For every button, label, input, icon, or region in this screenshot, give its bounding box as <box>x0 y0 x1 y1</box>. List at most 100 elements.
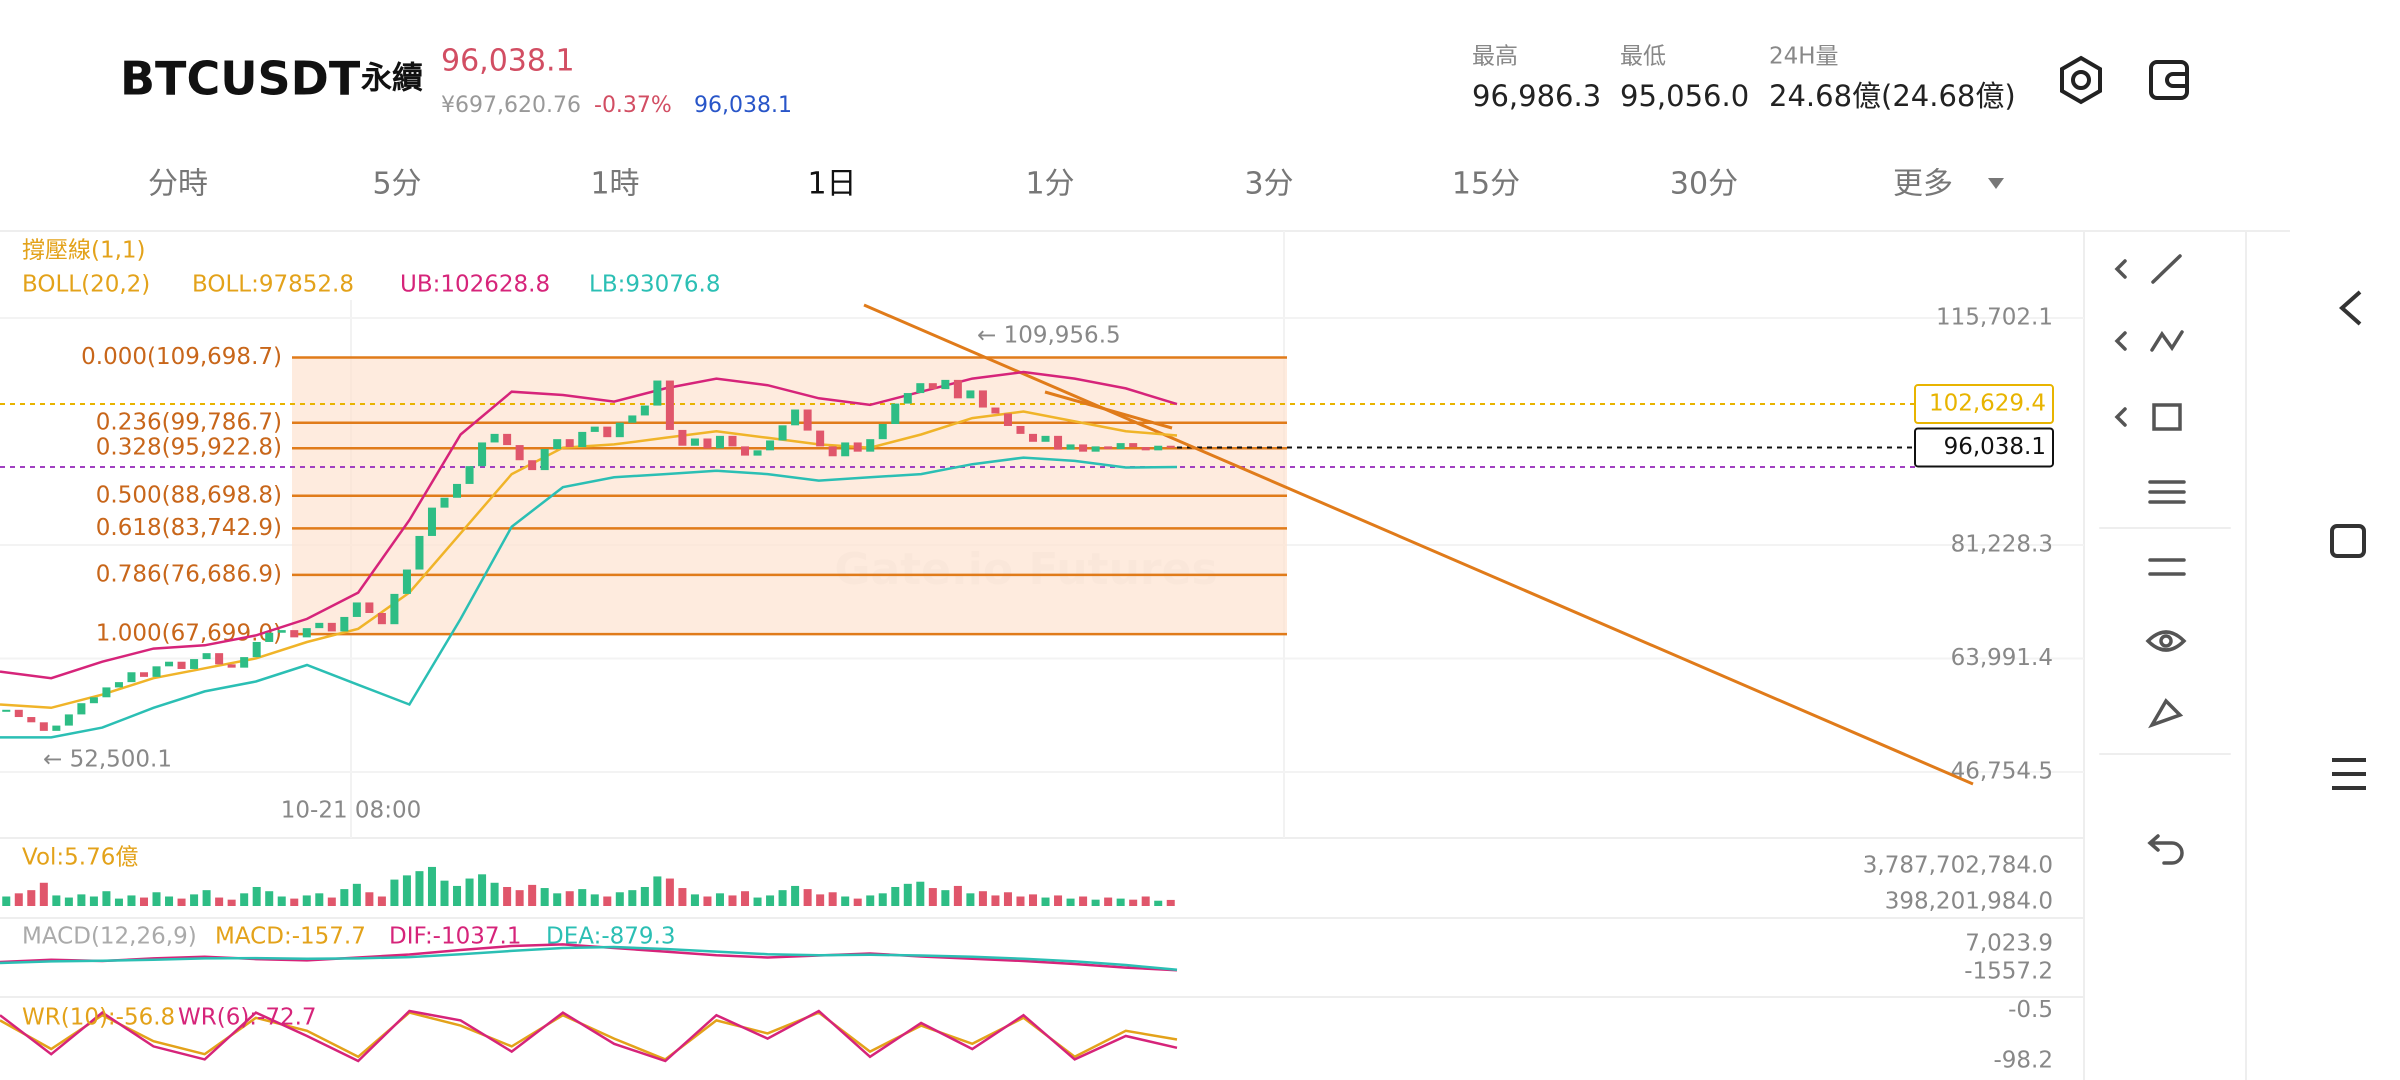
fib-label: 0.000(109,698.7) <box>81 344 282 370</box>
volume-bar <box>603 896 612 906</box>
timeframe-tab[interactable]: 15分 <box>1452 167 1520 202</box>
volume-bar <box>39 882 48 906</box>
undo-tool[interactable] <box>2147 834 2184 865</box>
dropdown-arrow[interactable] <box>1988 178 2004 189</box>
volume-bar <box>352 883 361 906</box>
volume-bar <box>139 897 149 906</box>
candle <box>77 703 86 715</box>
volume-bar <box>665 878 674 906</box>
volume-bar <box>690 894 699 906</box>
volume-bar <box>240 893 249 906</box>
stat-value: 24.68億(24.68億) <box>1769 79 2016 113</box>
volume-bar <box>89 896 98 906</box>
indicator-label: WR(6):-72.7 <box>178 1005 317 1031</box>
candle <box>465 466 474 484</box>
measure-tool[interactable] <box>2148 558 2186 576</box>
volume-bar <box>365 892 374 906</box>
home-button[interactable] <box>2330 524 2366 558</box>
stat-value: 95,056.0 <box>1620 79 1749 113</box>
candle <box>665 380 674 430</box>
volume-bar <box>515 890 524 906</box>
visibility-tool[interactable] <box>2145 630 2187 652</box>
polyline-tool[interactable] <box>2150 330 2184 352</box>
expand-arrows[interactable] <box>2114 259 2127 427</box>
timeframe-tab[interactable]: 3分 <box>1244 167 1293 202</box>
y-tick-label: 115,702.1 <box>1936 304 2053 330</box>
candle <box>490 433 499 443</box>
eraser-tool[interactable] <box>2148 698 2184 729</box>
candle <box>766 440 775 451</box>
wallet-icon[interactable] <box>2149 60 2189 100</box>
trend-line <box>1044 390 1173 430</box>
candle <box>478 442 487 467</box>
date-label: 10-21 08:00 <box>281 798 421 824</box>
static-layer: BTCUSDT 永續 96,038.1 ¥697,620.76 -0.37% 9… <box>0 44 2366 1080</box>
candle <box>440 497 449 508</box>
change-pct: -0.37% <box>594 93 672 118</box>
candle <box>277 630 286 633</box>
candle <box>916 383 925 394</box>
timeframe-tab[interactable]: 更多 <box>1893 167 1953 202</box>
candle <box>1141 447 1150 451</box>
volume-bar <box>640 886 649 906</box>
boll-line <box>0 370 1178 680</box>
volume-bar <box>928 888 937 906</box>
candle <box>853 442 862 452</box>
volume-bar <box>565 891 574 906</box>
candle <box>202 653 211 660</box>
timeframe-tab[interactable]: 分時 <box>148 167 208 202</box>
volume-bar <box>615 892 624 906</box>
candle <box>152 666 161 677</box>
volume-bar <box>1054 895 1063 906</box>
candle <box>553 439 562 450</box>
volume-bar <box>1066 898 1075 906</box>
candle <box>1129 443 1138 448</box>
shape-tool[interactable] <box>2152 403 2182 431</box>
line-tool[interactable] <box>2151 254 2182 284</box>
candle <box>415 535 424 570</box>
timeframe-tab[interactable]: 30分 <box>1670 167 1738 202</box>
fib-label: 0.500(88,698.8) <box>96 482 282 508</box>
timeframe-tab[interactable]: 5分 <box>372 167 421 202</box>
candle <box>352 602 361 617</box>
candle <box>528 460 537 471</box>
fib-label: 0.328(95,922.8) <box>96 435 282 461</box>
fib-label: 0.236(99,786.7) <box>96 409 282 435</box>
candle <box>215 653 224 665</box>
overlay-title: 撐壓線(1,1) <box>22 238 146 264</box>
macd-line <box>0 945 1178 972</box>
candle <box>715 435 724 449</box>
back-button[interactable] <box>2338 290 2362 326</box>
timeframe-tab[interactable]: 1時 <box>590 167 639 202</box>
volume-bar <box>953 885 962 906</box>
fib-tool[interactable] <box>2148 480 2186 504</box>
candle <box>427 507 436 536</box>
volume-bar <box>1104 897 1113 906</box>
high-marker: ← 109,956.5 <box>977 322 1121 348</box>
price-marker-box <box>1914 427 2054 468</box>
volume-bar <box>377 896 386 906</box>
candle <box>866 439 875 452</box>
volume-bar <box>427 866 436 906</box>
last-price: 96,038.1 <box>441 44 575 79</box>
candle <box>953 379 962 399</box>
candle <box>1104 446 1113 450</box>
candle <box>703 438 712 449</box>
timeframe-tab[interactable]: 1日 <box>807 167 856 202</box>
candle <box>778 425 787 441</box>
y-tick-label: 81,228.3 <box>1951 531 2053 557</box>
volume-label: Vol:5.76億 <box>22 845 138 871</box>
menu-button[interactable] <box>2332 758 2366 790</box>
settings-icon[interactable] <box>2060 55 2102 105</box>
nav-bar <box>2330 290 2366 790</box>
candle <box>227 664 236 668</box>
candle <box>828 446 837 457</box>
timeframe-tab[interactable]: 1分 <box>1025 167 1074 202</box>
price-marker-label: 96,038.1 <box>1944 434 2046 460</box>
volume-bar <box>215 897 224 906</box>
price-marker-label: 102,629.4 <box>1929 391 2046 417</box>
volume-bar <box>52 895 61 906</box>
candle <box>190 659 199 669</box>
candle <box>966 390 975 399</box>
candle <box>302 628 311 638</box>
